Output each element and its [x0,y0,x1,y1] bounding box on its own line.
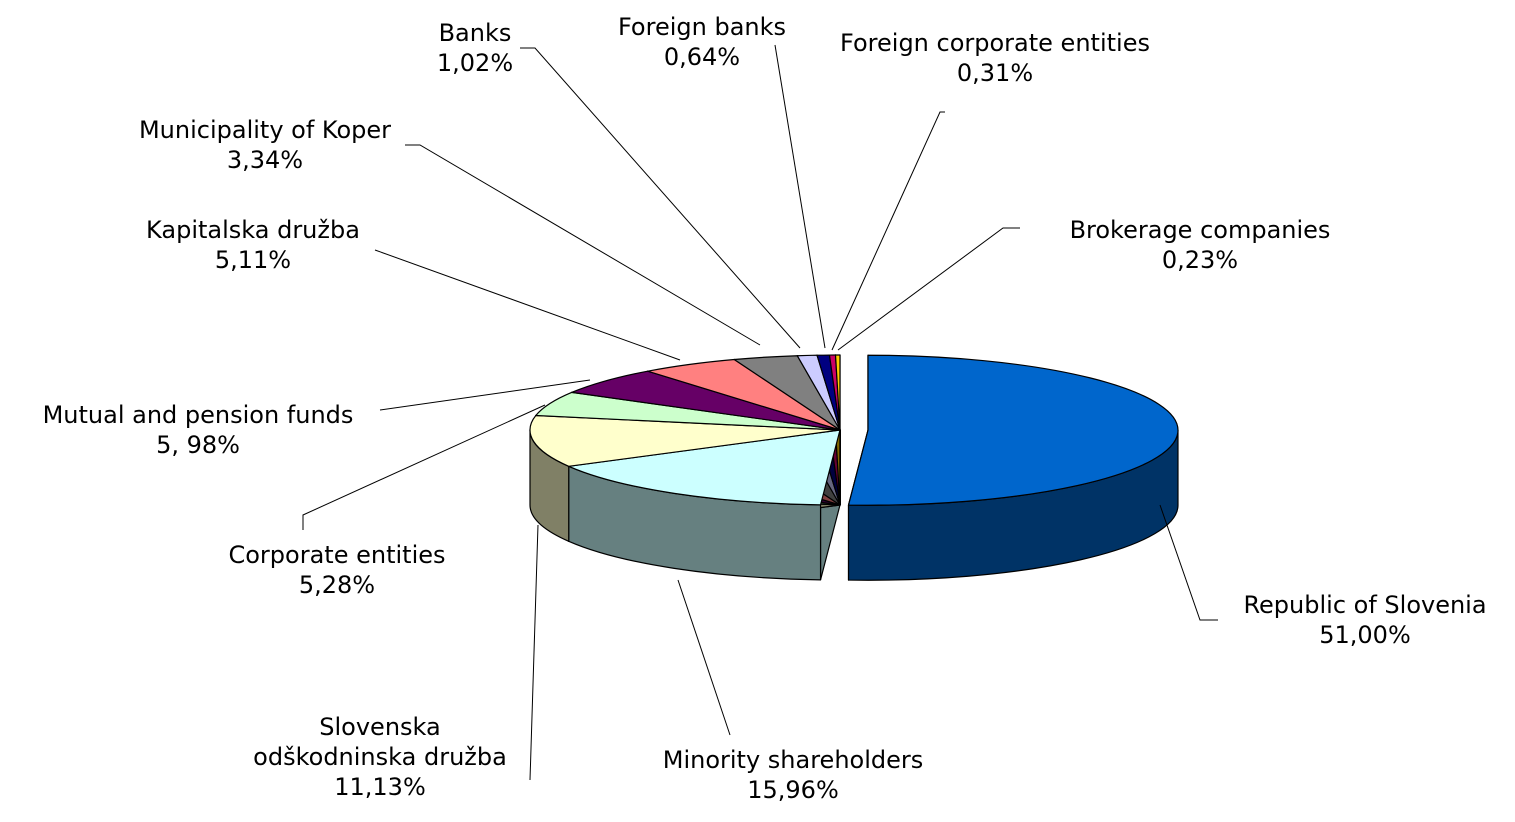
slice-label: Municipality of Koper 3,34% [139,115,391,175]
label-value: 5, 98% [156,431,240,459]
slice-label: Slovenska odškodninska družba 11,13% [235,712,525,802]
label-name: Slovenska odškodninska družba [253,713,507,771]
label-value: 5,11% [214,246,292,274]
slice-label: Mutual and pension funds 5, 98% [43,400,354,460]
leader-line [302,404,546,530]
leader-line [774,44,826,349]
label-name: Brokerage companies [1069,216,1331,244]
slice-label: Minority shareholders 15,96% [663,745,924,805]
label-value: 0,64% [663,43,741,71]
slice-label: Corporate entities 5,28% [228,540,445,600]
slice [834,354,841,431]
label-value: 11,13% [334,773,426,801]
label-name: Banks [438,19,512,47]
slice-label: Kapitalska družba 5,11% [146,215,360,275]
label-value: 3,34% [226,146,304,174]
label-value: 0,31% [956,59,1034,87]
label-name: Corporate entities [228,541,446,569]
slice-label: Banks 1,02% [437,18,513,78]
leader-line [831,111,945,351]
label-name: Mutual and pension funds [42,401,354,429]
label-name: Minority shareholders [662,746,924,774]
leader-line [379,379,591,411]
label-value: 15,96% [747,776,839,804]
slice [529,414,841,467]
label-value: 1,02% [436,49,514,77]
label-value: 0,23% [1161,246,1239,274]
label-name: Foreign banks [617,13,787,41]
slice-label: Brokerage companies 0,23% [1070,215,1331,275]
leader-line [677,579,731,736]
label-value: 5,28% [298,571,376,599]
leader-line [520,47,801,349]
slice-label: Foreign corporate entities 0,31% [840,28,1150,88]
leader-line [405,144,761,346]
leader-line [529,524,539,781]
slice [847,354,1179,506]
slice-label: Foreign banks 0,64% [618,12,786,72]
label-name: Municipality of Koper [138,116,392,144]
label-name: Foreign corporate entities [840,29,1150,57]
label-name: Republic of Slovenia [1243,591,1487,619]
label-value: 51,00% [1319,621,1411,649]
slice-label: Republic of Slovenia 51,00% [1243,590,1486,650]
leader-line [837,227,1020,351]
slice [568,429,841,506]
label-name: Kapitalska družba [146,216,360,244]
leader-line [374,249,681,361]
leader-line [1159,504,1218,621]
